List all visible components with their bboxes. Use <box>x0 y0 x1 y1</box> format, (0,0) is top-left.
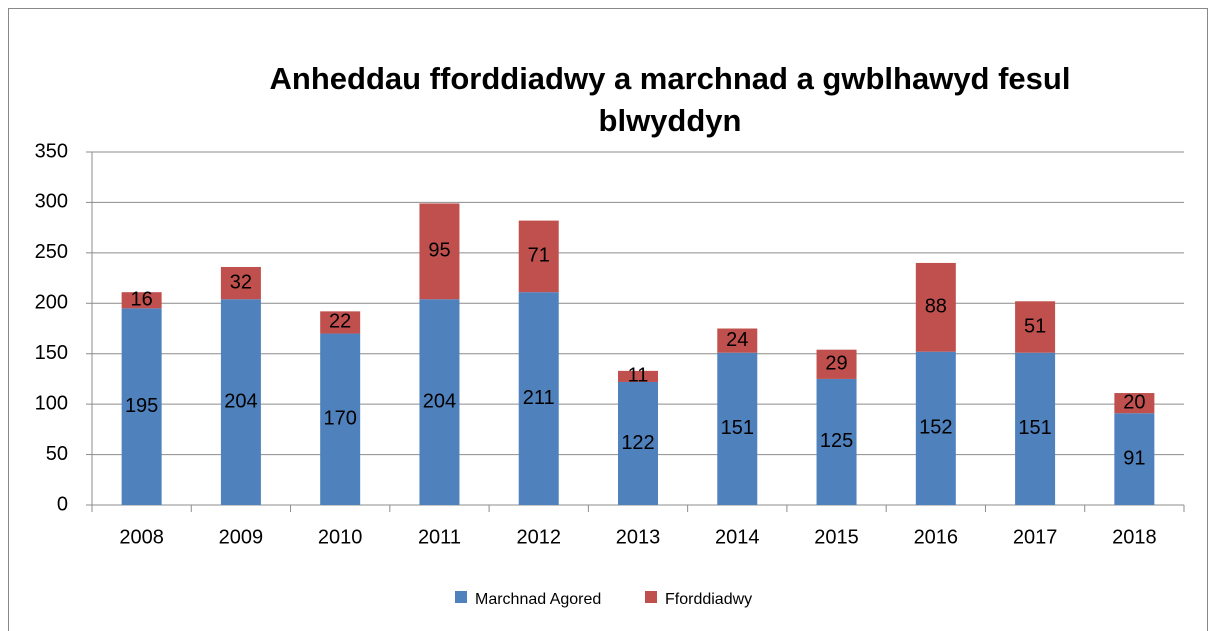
x-tick-label: 2014 <box>715 526 760 548</box>
x-tick-label: 2017 <box>1013 526 1058 548</box>
data-label: 29 <box>825 353 847 375</box>
data-label: 24 <box>726 329 748 351</box>
data-label: 20 <box>1123 391 1145 413</box>
data-label: 88 <box>925 296 947 318</box>
legend-swatch <box>645 591 657 603</box>
bar-segment <box>1015 352 1056 505</box>
bar-segment <box>121 292 162 309</box>
x-tick-label: 2009 <box>219 526 264 548</box>
bar-segment <box>915 262 956 352</box>
bar-segment <box>1114 393 1155 414</box>
bar-segment <box>717 328 758 353</box>
x-tick-label: 2016 <box>914 526 959 548</box>
data-label: 152 <box>919 417 952 439</box>
data-label: 91 <box>1123 447 1145 469</box>
data-label: 195 <box>125 395 158 417</box>
bar-segment <box>518 220 559 293</box>
y-tick-label: 350 <box>35 140 68 162</box>
legend-label: Marchnad Agored <box>475 591 601 608</box>
chart-title: Anheddau fforddiadwy a marchnad a gwblha… <box>269 61 1071 138</box>
data-label: 16 <box>131 289 153 311</box>
bar-segment <box>419 299 460 505</box>
bar-segment <box>816 378 857 505</box>
data-label: 151 <box>721 417 754 439</box>
x-tick-label: 2013 <box>616 526 661 548</box>
x-tick-label: 2011 <box>418 526 461 548</box>
data-label: 32 <box>230 271 252 293</box>
bar-segment <box>816 349 857 379</box>
data-label: 211 <box>523 387 555 409</box>
bar-segment <box>220 299 261 505</box>
data-label: 170 <box>323 408 356 430</box>
x-tick-label: 2010 <box>318 526 363 548</box>
data-label: 125 <box>820 430 853 452</box>
data-label: 204 <box>224 390 257 412</box>
bar-segment <box>220 266 261 300</box>
data-label: 51 <box>1024 315 1046 337</box>
x-tick-label: 2008 <box>119 526 164 548</box>
y-tick-label: 100 <box>35 392 68 414</box>
bar-segment <box>419 203 460 300</box>
y-tick-label: 250 <box>35 241 68 263</box>
chart-border <box>8 8 1208 631</box>
data-label: 71 <box>528 245 550 267</box>
bar-segment <box>915 351 956 505</box>
data-label: 11 <box>628 365 649 387</box>
legend-label: Fforddiadwy <box>665 591 752 608</box>
y-tick-label: 150 <box>35 342 68 364</box>
y-tick-label: 300 <box>35 191 68 213</box>
legend-swatch <box>455 591 467 603</box>
bar-segment <box>518 292 559 505</box>
data-label: 204 <box>423 390 456 412</box>
bar-segment <box>320 333 361 505</box>
bar-segment <box>1114 413 1155 505</box>
data-label: 95 <box>428 240 450 262</box>
bar-segment <box>618 370 658 382</box>
y-tick-label: 0 <box>57 493 68 515</box>
y-tick-label: 200 <box>35 292 68 314</box>
y-tick-label: 50 <box>46 443 68 465</box>
bar-segment <box>320 311 361 334</box>
x-tick-label: 2018 <box>1112 526 1157 548</box>
data-label: 151 <box>1018 417 1051 439</box>
bar-segment <box>618 381 658 505</box>
bar-segment <box>717 352 758 505</box>
x-tick-label: 2015 <box>814 526 859 548</box>
bar-segment <box>1015 301 1056 353</box>
bar-segment <box>121 308 162 505</box>
data-label: 122 <box>621 432 654 454</box>
data-label: 22 <box>329 311 351 333</box>
x-tick-label: 2012 <box>516 526 561 548</box>
